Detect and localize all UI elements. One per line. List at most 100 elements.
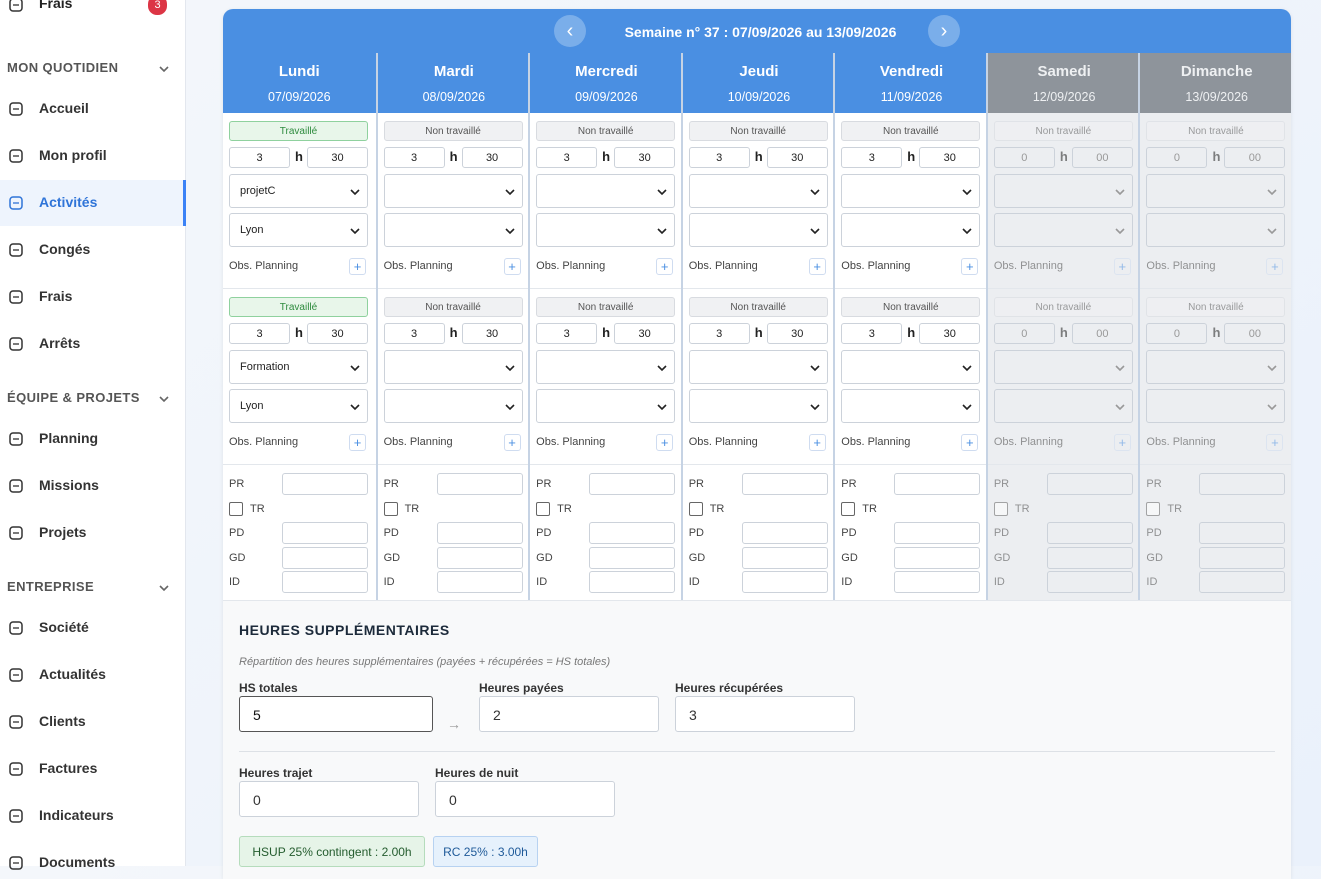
night-input[interactable]: 0 [435, 781, 615, 817]
location-select[interactable] [536, 213, 676, 247]
status-toggle[interactable]: Travaillé [229, 121, 368, 141]
minutes-input[interactable]: 30 [307, 147, 368, 168]
obs-add-button[interactable]: + [808, 258, 826, 275]
travel-input[interactable]: 0 [239, 781, 419, 817]
minutes-input[interactable]: 30 [307, 323, 368, 344]
field-input[interactable] [436, 473, 523, 495]
location-select[interactable] [993, 213, 1133, 247]
minutes-input[interactable]: 30 [461, 147, 523, 168]
field-input[interactable] [741, 546, 828, 569]
location-select[interactable] [841, 213, 981, 247]
tr-checkbox[interactable] [383, 501, 398, 516]
location-select[interactable] [536, 389, 676, 423]
location-select[interactable] [383, 389, 523, 423]
field-input[interactable] [436, 571, 523, 593]
minutes-input[interactable]: 30 [919, 147, 981, 168]
status-toggle[interactable]: Non travaillé [688, 121, 828, 141]
status-toggle[interactable]: Non travaillé [383, 121, 523, 141]
hours-input[interactable]: 0 [1146, 147, 1208, 168]
obs-add-button[interactable]: + [1113, 434, 1131, 451]
obs-add-button[interactable]: + [349, 258, 366, 275]
field-input[interactable] [741, 571, 828, 593]
obs-add-button[interactable]: + [503, 258, 521, 275]
location-select[interactable] [688, 213, 828, 247]
minutes-input[interactable]: 30 [461, 323, 523, 344]
minutes-input[interactable]: 30 [766, 147, 828, 168]
status-toggle[interactable]: Non travaillé [993, 121, 1133, 141]
section-header[interactable]: ENTREPRISE [7, 579, 95, 594]
status-toggle[interactable]: Non travaillé [993, 297, 1133, 317]
field-input[interactable] [1199, 522, 1286, 544]
obs-add-button[interactable]: + [1266, 258, 1284, 275]
minutes-input[interactable]: 00 [1224, 147, 1286, 168]
minutes-input[interactable]: 30 [919, 323, 981, 344]
next-week-button[interactable]: › [928, 15, 960, 47]
field-input[interactable] [1046, 546, 1133, 569]
field-input[interactable] [589, 571, 676, 593]
obs-add-button[interactable]: + [961, 258, 979, 275]
location-select[interactable] [841, 389, 981, 423]
field-input[interactable] [1199, 546, 1286, 569]
tr-checkbox[interactable] [1146, 501, 1161, 516]
field-input[interactable] [1199, 473, 1286, 495]
field-input[interactable] [589, 473, 676, 495]
status-toggle[interactable]: Non travaillé [688, 297, 828, 317]
location-select[interactable]: Lyon [229, 213, 368, 247]
project-select[interactable] [841, 350, 981, 384]
project-select[interactable] [688, 350, 828, 384]
field-input[interactable] [589, 546, 676, 569]
minutes-input[interactable]: 00 [1071, 147, 1133, 168]
location-select[interactable] [1146, 213, 1286, 247]
project-select[interactable] [383, 174, 523, 208]
nav-item[interactable]: Société [39, 619, 89, 635]
total-input[interactable]: 5 [239, 696, 433, 732]
project-select[interactable] [993, 350, 1133, 384]
field-input[interactable] [1046, 571, 1133, 593]
field-input[interactable] [1199, 571, 1286, 593]
nav-item[interactable]: Indicateurs [39, 807, 114, 823]
field-input[interactable] [894, 473, 981, 495]
field-input[interactable] [282, 522, 368, 544]
hours-input[interactable]: 3 [841, 323, 903, 344]
project-select[interactable] [1146, 174, 1286, 208]
obs-add-button[interactable]: + [1113, 258, 1131, 275]
hours-input[interactable]: 3 [841, 147, 903, 168]
hours-input[interactable]: 3 [536, 323, 598, 344]
status-toggle[interactable]: Non travaillé [383, 297, 523, 317]
recovered-input[interactable]: 3 [675, 696, 855, 732]
status-toggle[interactable]: Non travaillé [536, 121, 676, 141]
field-input[interactable] [894, 546, 981, 569]
obs-add-button[interactable]: + [1266, 434, 1284, 451]
obs-add-button[interactable]: + [503, 434, 521, 451]
section-header[interactable]: MON QUOTIDIEN [7, 60, 119, 75]
hours-input[interactable]: 3 [688, 147, 750, 168]
location-select[interactable] [688, 389, 828, 423]
project-select[interactable] [688, 174, 828, 208]
obs-add-button[interactable]: + [349, 434, 366, 451]
location-select[interactable]: Lyon [229, 389, 368, 423]
location-select[interactable] [383, 213, 523, 247]
hours-input[interactable]: 0 [1146, 323, 1208, 344]
hours-input[interactable]: 3 [383, 147, 445, 168]
tr-checkbox[interactable] [229, 501, 243, 516]
hours-input[interactable]: 3 [229, 323, 290, 344]
location-select[interactable] [993, 389, 1133, 423]
minutes-input[interactable]: 30 [614, 323, 676, 344]
field-input[interactable] [1046, 522, 1133, 544]
field-input[interactable] [894, 571, 981, 593]
hours-input[interactable]: 0 [993, 323, 1055, 344]
field-input[interactable] [282, 571, 368, 593]
tr-checkbox[interactable] [688, 501, 703, 516]
status-toggle[interactable]: Non travaillé [841, 297, 981, 317]
field-input[interactable] [741, 522, 828, 544]
field-input[interactable] [436, 522, 523, 544]
section-header[interactable]: ÉQUIPE & PROJETS [7, 390, 140, 405]
project-select[interactable] [536, 350, 676, 384]
field-input[interactable] [589, 522, 676, 544]
nav-item[interactable]: Clients [39, 713, 86, 729]
obs-add-button[interactable]: + [656, 258, 674, 275]
nav-item[interactable]: Congés [39, 241, 91, 257]
minutes-input[interactable]: 30 [614, 147, 676, 168]
nav-item[interactable]: Frais [39, 288, 73, 304]
status-toggle[interactable]: Non travaillé [841, 121, 981, 141]
